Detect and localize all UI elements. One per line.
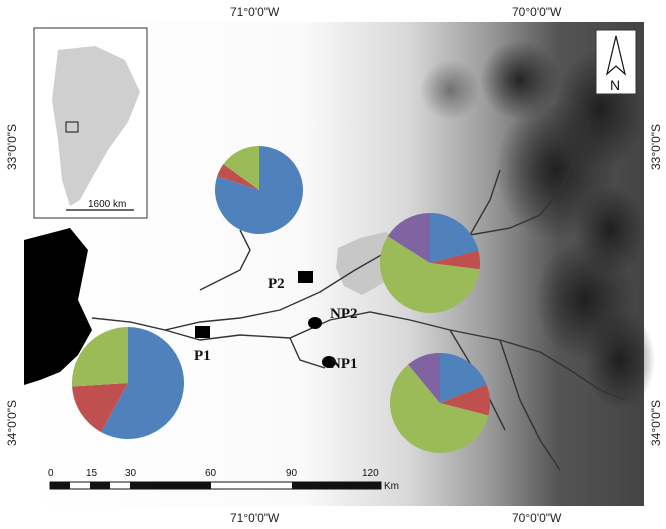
scale-bar: 0 15 30 60 90 120 Km [48, 468, 399, 492]
ocean [24, 228, 92, 385]
pie-slice-np2-green [379, 236, 480, 314]
scale-tick-60: 60 [205, 468, 217, 479]
scale-tick-30: 30 [125, 468, 137, 479]
pie-slice-p2-red [217, 164, 259, 190]
north-arrow: N [595, 29, 637, 95]
right-latitude-2: 34°0'0"S [649, 400, 663, 446]
pie-slice-np2-purple [387, 213, 430, 263]
pie-slice-p2-green [223, 146, 259, 190]
north-arrow-icon [605, 35, 627, 76]
pie-slice-p1-blue [101, 327, 184, 439]
scale-tick-0: 0 [48, 468, 54, 479]
pie-slice-np1-green [390, 364, 489, 453]
bottom-longitude-2: 70°0'0"W [512, 511, 562, 525]
site-label-np2: NP2 [330, 306, 358, 322]
pie-chart-p2 [215, 146, 303, 235]
inset-scale-label: 1600 km [88, 199, 126, 210]
site-label-p2: P2 [268, 276, 285, 292]
north-label: N [610, 77, 620, 93]
pie-chart-np2 [379, 213, 480, 314]
top-longitude-1: 71°0'0"W [230, 5, 280, 19]
site-marker-np2 [308, 317, 322, 329]
pie-slice-np2-blue [430, 213, 479, 263]
pie-slice-np1-purple [408, 353, 440, 403]
inset-map: 1600 km [33, 27, 148, 219]
site-marker-np1 [322, 356, 336, 368]
scale-unit: Km [384, 481, 399, 492]
pie-slice-np2-red [430, 250, 480, 270]
bottom-longitude-1: 71°0'0"W [230, 511, 280, 525]
pie-charts [72, 146, 490, 453]
left-latitude-2: 34°0'0"S [5, 400, 19, 446]
inset-locator-box [65, 121, 79, 133]
pie-slice-p1-red [72, 383, 128, 433]
scale-tick-120: 120 [362, 468, 379, 479]
scale-tick-90: 90 [286, 468, 298, 479]
pie-slice-np1-blue [440, 353, 487, 403]
left-latitude-1: 33°0'0"S [5, 124, 19, 170]
site-label-np1: NP1 [330, 356, 358, 372]
pie-slice-np1-red [440, 384, 490, 416]
scale-tick-15: 15 [86, 468, 98, 479]
site-label-p1: P1 [194, 348, 211, 364]
pie-chart-p1 [72, 327, 184, 439]
top-longitude-2: 70°0'0"W [512, 5, 562, 19]
right-latitude-1: 33°0'0"S [649, 124, 663, 170]
site-marker-p2 [298, 271, 313, 283]
pie-chart-np1 [390, 353, 490, 453]
pie-slice-p1-green [72, 327, 128, 387]
site-marker-p1 [195, 326, 210, 338]
